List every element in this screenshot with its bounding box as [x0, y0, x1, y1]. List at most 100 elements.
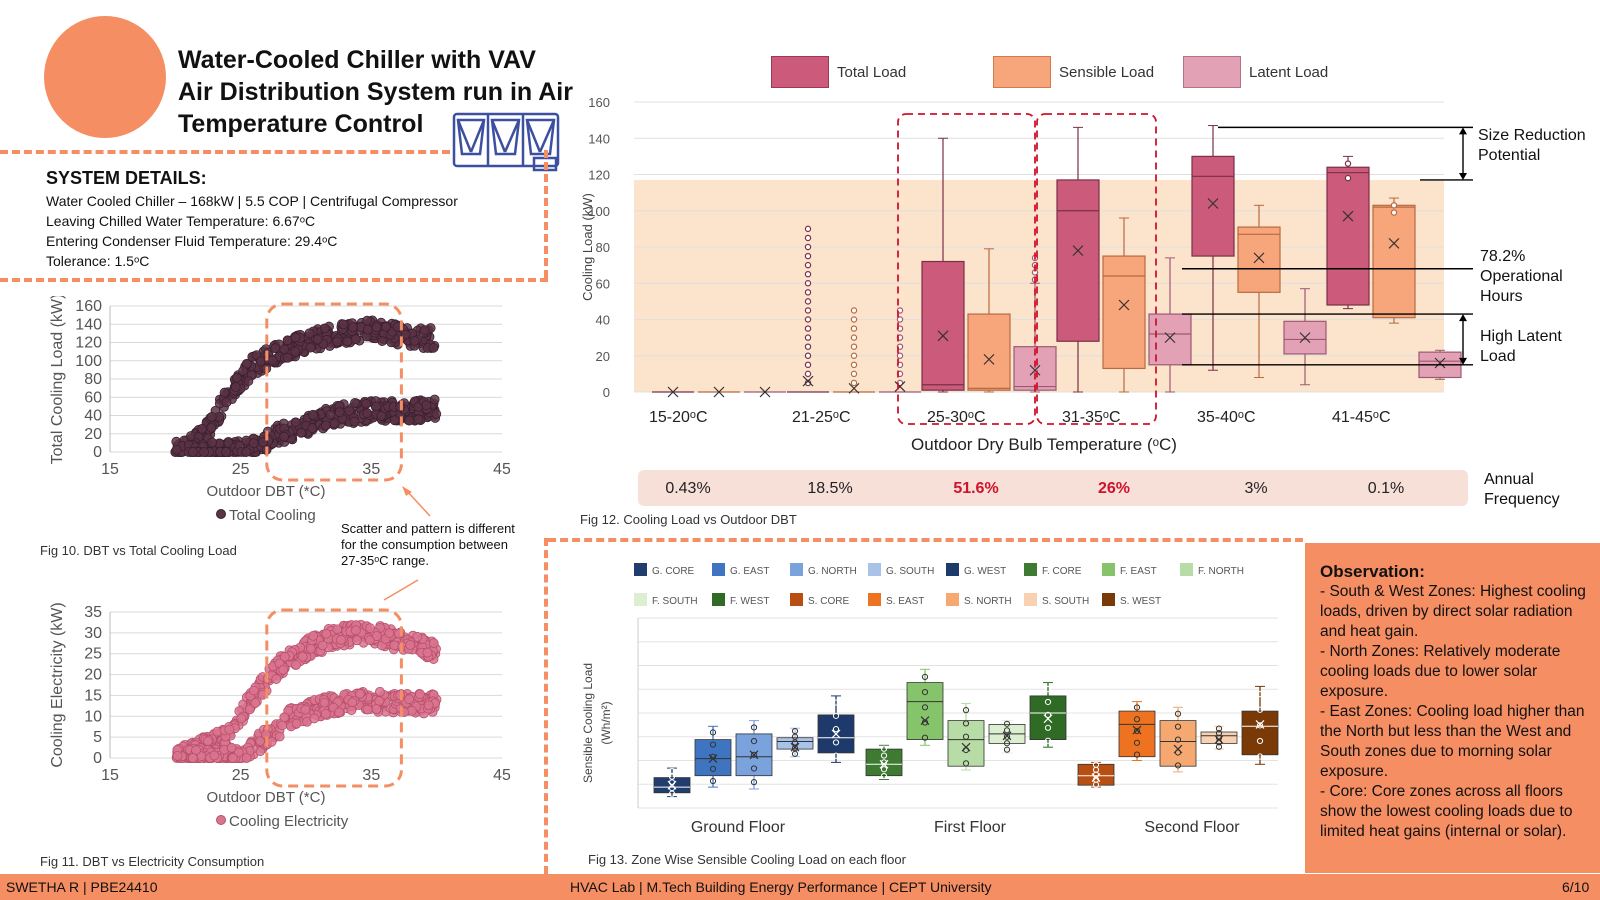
scatter-point [291, 718, 302, 729]
data-point [880, 752, 888, 759]
data-point [668, 767, 676, 775]
mean-marker [667, 780, 677, 790]
mean-marker [961, 742, 971, 752]
scatter-point [171, 444, 182, 455]
box-body [1200, 731, 1238, 744]
box-body [1102, 255, 1146, 370]
scatter-point [365, 623, 376, 634]
data-point [668, 790, 676, 797]
legend-label: Latent Load [1249, 63, 1329, 81]
mean-marker [1002, 731, 1012, 741]
outlier-point [896, 316, 904, 323]
legend-label: F. NORTH [1198, 566, 1244, 577]
legend-swatch [993, 56, 1051, 88]
scatter-point [350, 334, 361, 345]
scatter-point [244, 704, 255, 715]
scatter-point [227, 753, 238, 763]
data-point [1044, 711, 1052, 718]
observation-text: Observation: - South & West Zones: Highe… [1320, 562, 1595, 842]
x-tick-label: 15 [101, 767, 119, 784]
legend-swatch [1183, 56, 1241, 88]
scatter-point [412, 631, 423, 642]
data-point [1003, 720, 1011, 727]
data-point [832, 752, 840, 759]
legend-label: Total Cooling [229, 507, 316, 524]
observation-title: Observation: [1320, 562, 1425, 581]
mean-marker [937, 330, 949, 342]
y-tick-label: 80 [596, 240, 610, 255]
scatter-point [221, 447, 231, 457]
legend-label: G. EAST [730, 566, 769, 577]
system-detail-line: Entering Condenser Fluid Temperature: 29… [46, 233, 338, 249]
scatter-point [197, 423, 207, 434]
scatter-point [279, 712, 290, 723]
system-detail-line: Water Cooled Chiller – 168kW | 5.5 COP |… [46, 193, 458, 209]
scatter-point [172, 751, 183, 761]
title-line: Air Distribution System run in Air [178, 78, 573, 106]
system-details-heading: SYSTEM DETAILS: [46, 168, 207, 188]
mean-marker [713, 386, 725, 398]
scatter-point [371, 704, 382, 714]
scatter-point [203, 736, 213, 747]
box-body [694, 739, 732, 777]
scatter-point [207, 437, 218, 448]
scatter-point [300, 704, 311, 715]
mean-marker [1132, 725, 1142, 735]
data-point [1044, 737, 1052, 744]
scatter-point [199, 447, 209, 457]
scatter-point [296, 427, 306, 438]
outlier-point [850, 316, 858, 323]
outlier-point [804, 325, 812, 332]
data-point [1133, 751, 1141, 758]
data-point [750, 738, 758, 745]
frequency-value: 0.43% [665, 480, 711, 497]
scatter-point [350, 397, 360, 408]
x-tick-label: 15-20ᵒC [649, 409, 708, 426]
outlier-point [804, 252, 812, 260]
scatter-point [255, 736, 266, 747]
divider [544, 538, 548, 874]
scatter-point [224, 724, 235, 735]
scatter-point [344, 406, 355, 416]
mean-marker [879, 759, 889, 769]
mean-marker [1255, 719, 1265, 729]
scatter-point [270, 343, 281, 354]
mean-marker [831, 729, 841, 739]
outlier-point [804, 361, 812, 369]
data-point [962, 760, 970, 767]
y-tick-label: 40 [596, 313, 610, 328]
mean-marker [983, 353, 995, 365]
data-point [921, 689, 929, 696]
data-point [962, 707, 970, 714]
legend-swatch [868, 563, 881, 576]
outlier-point [804, 234, 812, 242]
mean-marker [1043, 714, 1053, 724]
outlier-point [804, 307, 812, 314]
outlier-point [804, 243, 812, 251]
legend-label: S. NORTH [964, 596, 1012, 607]
data-point [709, 729, 717, 736]
chiller-icon [452, 112, 560, 172]
scatter-point [249, 685, 259, 696]
scatter-point [377, 336, 388, 346]
scatter-point [241, 447, 252, 457]
scatter-point [329, 418, 340, 429]
data-point [709, 777, 717, 785]
y-tick-label: 120 [588, 168, 610, 183]
annotation-operational-hours: 78.2% Operational Hours [1480, 248, 1563, 305]
outlier-point [850, 379, 858, 387]
group-label: Second Floor [1144, 819, 1240, 836]
data-point [1133, 739, 1141, 746]
scatter-point [206, 422, 217, 433]
y-tick-label: 0 [603, 385, 610, 400]
observation-point: - East Zones: Cooling load higher than t… [1320, 703, 1585, 780]
legend-label: F. EAST [1120, 566, 1157, 577]
scatter-point [361, 398, 372, 409]
scatter-point [352, 635, 362, 646]
system-detail-line: Leaving Chilled Water Temperature: 6.67ᵒ… [46, 213, 316, 229]
y-tick-label: 25 [84, 646, 102, 663]
scatter-point [250, 698, 261, 708]
scatter-point [236, 713, 247, 724]
legend-swatch [868, 593, 881, 606]
scatter-point [429, 394, 440, 405]
